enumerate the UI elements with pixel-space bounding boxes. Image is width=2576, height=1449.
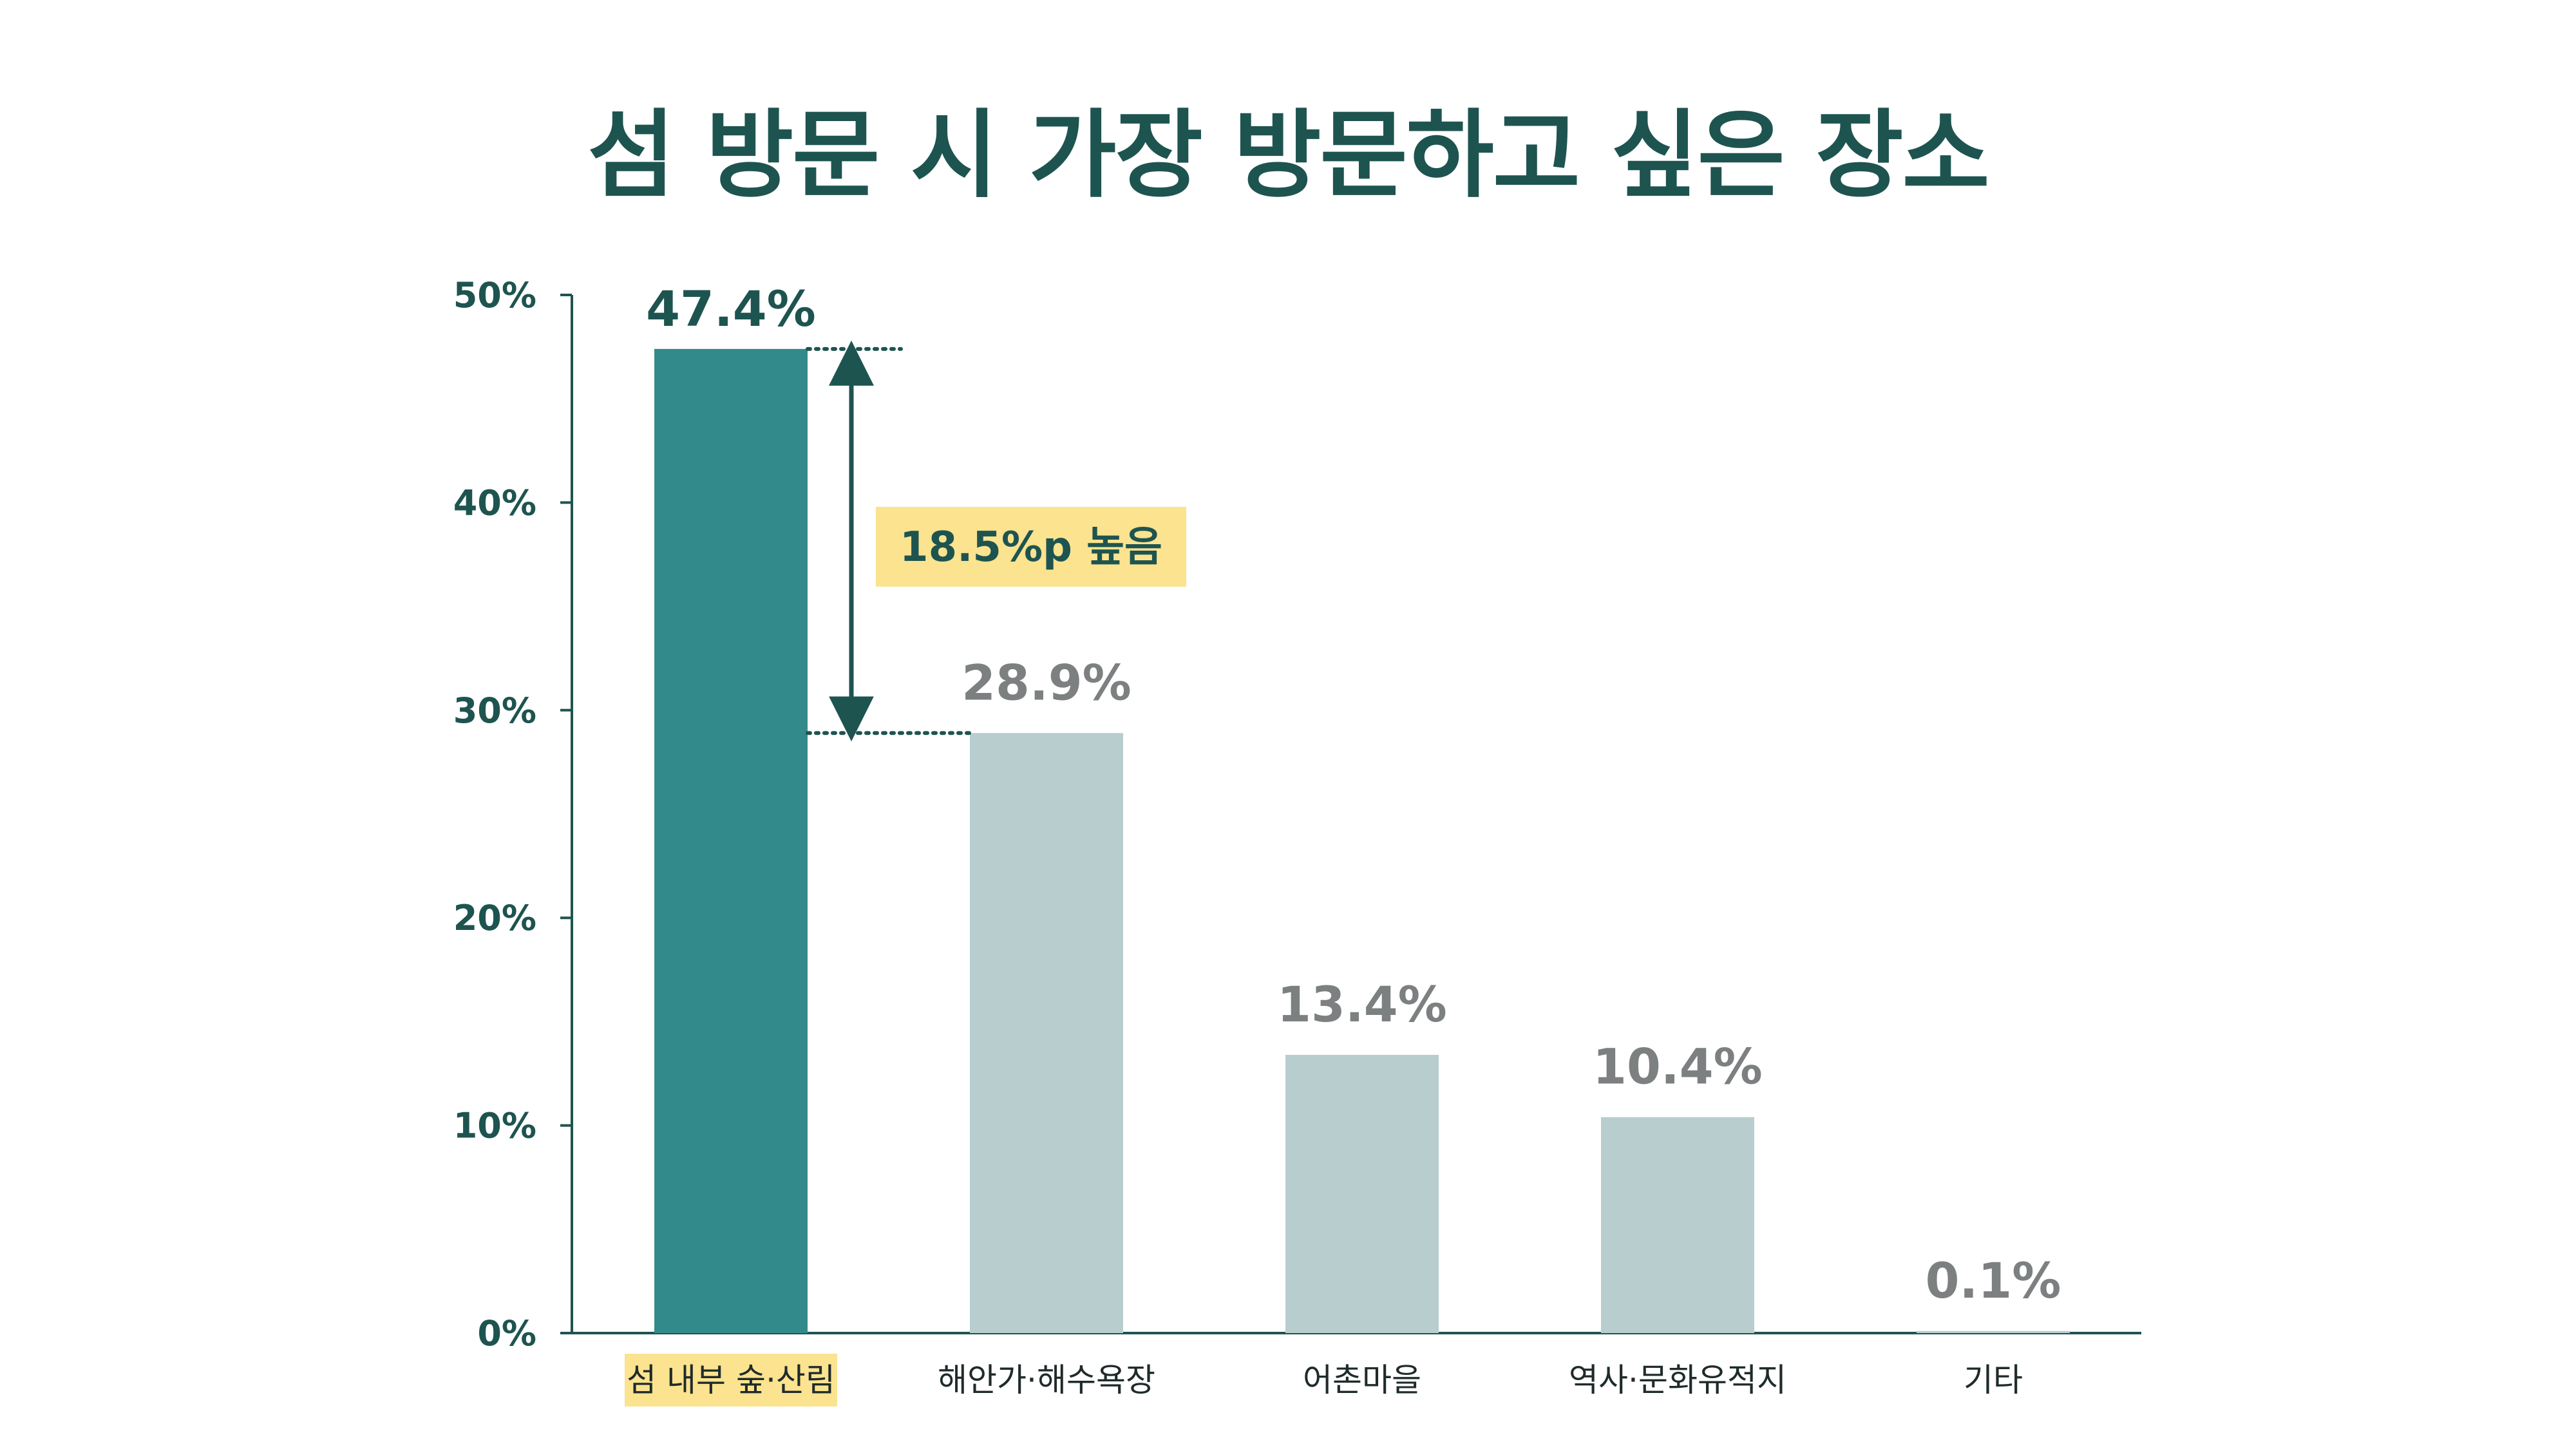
category-highlight-box xyxy=(625,1354,837,1406)
y-tick-label: 10% xyxy=(453,1106,536,1146)
bar xyxy=(1917,1331,2070,1333)
difference-annotation: 18.5%p 높음 xyxy=(806,340,1186,742)
category-label: 어촌마을 xyxy=(1303,1361,1421,1399)
category-label: 섬 내부 숲·산림 xyxy=(627,1361,835,1399)
bar xyxy=(970,733,1123,1333)
bar-value-label: 47.4% xyxy=(646,280,816,337)
y-tick-label: 0% xyxy=(477,1313,536,1354)
y-axis: 0% 10% 20% 30% 40% 50% xyxy=(453,275,573,1354)
chart-title: 섬 방문 시 가장 방문하고 싶은 장소 xyxy=(587,100,1989,211)
bar xyxy=(1601,1117,1754,1333)
category-label: 기타 xyxy=(1964,1361,2023,1399)
bar-value-label: 13.4% xyxy=(1277,976,1447,1033)
y-tick-label: 40% xyxy=(453,482,536,523)
bar-value-label: 0.1% xyxy=(1926,1252,2061,1309)
annotation-box xyxy=(876,507,1186,587)
category-label: 역사·문화유적지 xyxy=(1569,1361,1786,1399)
category-label: 해안가·해수욕장 xyxy=(938,1361,1155,1399)
bar-value-label: 28.9% xyxy=(961,654,1132,711)
bar xyxy=(654,348,808,1333)
bar xyxy=(1285,1054,1439,1333)
annotation-text: 18.5%p 높음 xyxy=(900,524,1162,571)
y-tick-label: 20% xyxy=(453,898,536,938)
bar-value-label: 10.4% xyxy=(1593,1038,1763,1095)
y-tick-label: 30% xyxy=(453,690,536,731)
y-tick-label: 50% xyxy=(453,275,536,316)
bars: 47.4% 섬 내부 숲·산림 28.9% 해안가·해수욕장 13.4% 어촌마을 10.4… xyxy=(625,280,2070,1406)
